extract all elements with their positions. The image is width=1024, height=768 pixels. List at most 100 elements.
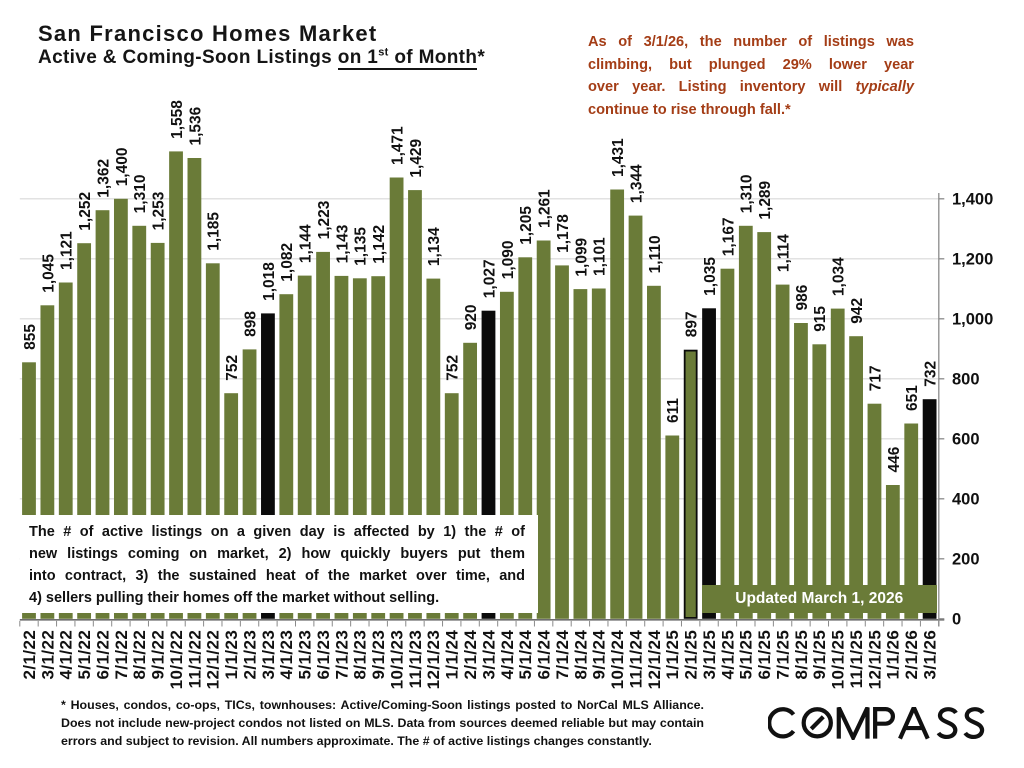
svg-text:1/1/25: 1/1/25: [663, 630, 682, 680]
svg-text:1,400: 1,400: [114, 148, 131, 187]
svg-text:1,134: 1,134: [426, 227, 443, 266]
svg-text:5/1/24: 5/1/24: [516, 630, 535, 680]
svg-text:11/1/22: 11/1/22: [185, 630, 204, 689]
svg-text:5/1/22: 5/1/22: [75, 630, 94, 680]
svg-text:1/1/24: 1/1/24: [443, 630, 462, 680]
svg-text:1,045: 1,045: [40, 254, 57, 293]
svg-text:2/1/22: 2/1/22: [20, 630, 39, 680]
svg-text:1,101: 1,101: [592, 237, 609, 276]
svg-text:732: 732: [923, 361, 940, 387]
svg-text:1,143: 1,143: [334, 224, 351, 263]
svg-text:7/1/23: 7/1/23: [332, 630, 351, 680]
svg-text:7/1/22: 7/1/22: [112, 630, 131, 680]
svg-text:10/1/23: 10/1/23: [387, 630, 406, 690]
svg-text:897: 897: [684, 311, 701, 337]
svg-text:1,223: 1,223: [316, 200, 333, 239]
svg-text:915: 915: [812, 306, 829, 332]
svg-text:1,142: 1,142: [371, 225, 388, 264]
svg-text:1,144: 1,144: [298, 224, 315, 263]
svg-text:3/1/24: 3/1/24: [479, 630, 498, 680]
svg-text:2/1/26: 2/1/26: [902, 630, 921, 680]
svg-text:1,167: 1,167: [720, 217, 737, 256]
svg-text:752: 752: [445, 355, 462, 381]
svg-text:200: 200: [952, 551, 980, 569]
svg-text:9/1/23: 9/1/23: [369, 630, 388, 680]
svg-text:3/1/22: 3/1/22: [38, 630, 57, 680]
svg-text:3/1/26: 3/1/26: [921, 630, 940, 680]
svg-text:1,114: 1,114: [775, 234, 792, 272]
svg-text:1,090: 1,090: [500, 241, 517, 280]
svg-text:10/1/25: 10/1/25: [829, 630, 848, 690]
svg-text:9/1/24: 9/1/24: [590, 630, 609, 680]
svg-text:446: 446: [886, 446, 903, 472]
svg-text:400: 400: [952, 491, 980, 509]
svg-text:7/1/24: 7/1/24: [553, 630, 572, 680]
svg-text:4/1/22: 4/1/22: [57, 630, 76, 680]
svg-text:1,200: 1,200: [952, 251, 993, 269]
svg-text:10/1/22: 10/1/22: [167, 630, 186, 690]
svg-text:1,310: 1,310: [132, 175, 149, 214]
svg-text:1,135: 1,135: [353, 227, 370, 266]
svg-text:1,099: 1,099: [573, 237, 590, 276]
svg-text:5/1/25: 5/1/25: [737, 630, 756, 680]
svg-text:9/1/25: 9/1/25: [810, 630, 829, 680]
svg-text:651: 651: [904, 385, 921, 411]
svg-text:7/1/25: 7/1/25: [773, 630, 792, 680]
svg-text:1,536: 1,536: [187, 106, 204, 145]
svg-text:2/1/24: 2/1/24: [461, 630, 480, 680]
svg-text:6/1/25: 6/1/25: [755, 630, 774, 680]
svg-text:600: 600: [952, 431, 980, 449]
svg-text:12/1/23: 12/1/23: [424, 630, 443, 690]
svg-text:8/1/22: 8/1/22: [130, 630, 149, 680]
svg-text:611: 611: [665, 398, 682, 423]
svg-text:855: 855: [22, 324, 39, 350]
svg-text:1,253: 1,253: [151, 191, 168, 230]
svg-text:1,431: 1,431: [610, 138, 627, 177]
svg-text:1,252: 1,252: [77, 192, 94, 231]
svg-text:3/1/23: 3/1/23: [259, 630, 278, 680]
svg-text:1,429: 1,429: [408, 138, 425, 177]
svg-text:8/1/24: 8/1/24: [571, 630, 590, 680]
svg-text:4/1/23: 4/1/23: [277, 630, 296, 680]
svg-text:12/1/22: 12/1/22: [204, 630, 223, 690]
svg-text:717: 717: [867, 365, 884, 391]
svg-text:986: 986: [794, 284, 811, 310]
svg-text:1,027: 1,027: [481, 259, 498, 298]
svg-text:1,034: 1,034: [831, 257, 848, 296]
svg-text:1,035: 1,035: [702, 257, 719, 296]
svg-text:12/1/24: 12/1/24: [645, 630, 664, 690]
svg-text:8/1/23: 8/1/23: [351, 630, 370, 680]
svg-text:3/1/25: 3/1/25: [700, 630, 719, 680]
svg-text:8/1/25: 8/1/25: [792, 630, 811, 680]
svg-text:1,205: 1,205: [518, 206, 535, 245]
svg-text:1,110: 1,110: [647, 235, 664, 273]
svg-text:12/1/25: 12/1/25: [865, 630, 884, 690]
svg-text:2/1/23: 2/1/23: [240, 630, 259, 680]
svg-text:1,289: 1,289: [757, 180, 774, 219]
svg-text:6/1/24: 6/1/24: [535, 630, 554, 680]
svg-text:10/1/24: 10/1/24: [608, 630, 627, 690]
svg-text:1,362: 1,362: [95, 159, 112, 198]
svg-text:2/1/25: 2/1/25: [682, 630, 701, 680]
svg-text:1,471: 1,471: [389, 126, 406, 165]
svg-text:6/1/23: 6/1/23: [314, 630, 333, 680]
svg-text:1,261: 1,261: [537, 189, 554, 228]
svg-text:11/1/24: 11/1/24: [626, 630, 645, 689]
svg-text:1,310: 1,310: [739, 175, 756, 214]
svg-text:898: 898: [242, 311, 259, 337]
svg-text:4/1/25: 4/1/25: [718, 630, 737, 680]
svg-text:11/1/25: 11/1/25: [847, 630, 866, 689]
svg-text:1/1/23: 1/1/23: [222, 630, 241, 680]
svg-text:6/1/22: 6/1/22: [93, 630, 112, 680]
svg-text:1,178: 1,178: [555, 214, 572, 253]
svg-text:1,082: 1,082: [279, 243, 296, 282]
svg-text:920: 920: [463, 304, 480, 330]
svg-text:800: 800: [952, 371, 980, 389]
svg-text:1,400: 1,400: [952, 191, 993, 209]
svg-text:752: 752: [224, 355, 241, 381]
svg-text:11/1/23: 11/1/23: [406, 630, 425, 689]
svg-text:1,558: 1,558: [169, 100, 186, 139]
svg-text:1/1/26: 1/1/26: [884, 630, 903, 680]
svg-text:5/1/23: 5/1/23: [296, 630, 315, 680]
svg-text:1,344: 1,344: [628, 164, 645, 203]
